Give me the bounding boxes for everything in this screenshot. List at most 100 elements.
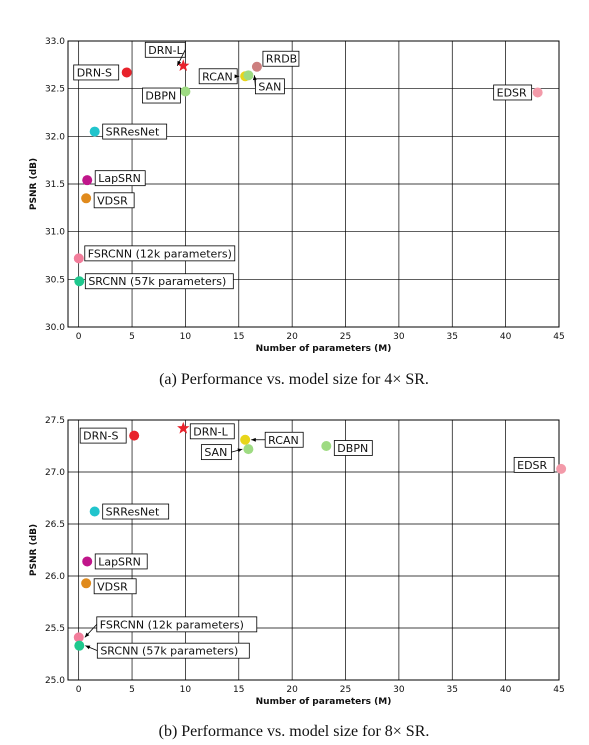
point-label: RRDB — [266, 53, 297, 66]
point-label-box — [94, 553, 148, 570]
point-label: SRResNet — [106, 506, 160, 519]
data-point — [73, 632, 84, 643]
data-point — [556, 463, 567, 474]
point-label: SRResNet — [106, 126, 160, 139]
data-point — [81, 193, 92, 204]
y-tick-label: 25.5 — [45, 624, 65, 634]
point-label: DRN-S — [77, 66, 112, 79]
point-label: VDSR — [97, 580, 128, 593]
data-point — [243, 70, 254, 81]
y-tick-label: 33.0 — [45, 37, 65, 47]
point-label: EDSR — [517, 459, 547, 472]
x-tick-label: 0 — [76, 685, 82, 695]
y-tick-label: 31.5 — [45, 180, 65, 190]
data-point — [89, 506, 100, 517]
x-tick-label: 35 — [447, 332, 458, 342]
y-tick-label: 30.0 — [45, 323, 65, 333]
x-axis-label: Number of parameters (M) — [256, 344, 392, 354]
scatter-chart-b: 0 5 10 15 20 25 30 35 40 45 25.0 25.5 26.0 26.5 27.0 27… — [29, 416, 567, 707]
point-label-box — [102, 123, 168, 140]
x-tick-label: 0 — [76, 332, 82, 342]
point-label: DRN-L — [193, 425, 228, 438]
point-label: RCAN — [268, 434, 299, 447]
point-label-box — [84, 245, 236, 262]
y-tick-label: 26.5 — [45, 520, 65, 530]
label-arrow-head — [84, 632, 90, 638]
point-label: LapSRN — [98, 555, 141, 568]
data-point — [82, 175, 93, 186]
point-label-box — [94, 170, 146, 187]
x-tick-label: 20 — [286, 685, 298, 695]
label-arrow-head — [237, 448, 243, 453]
point-label: SAN — [204, 446, 227, 459]
point-label: LapSRN — [98, 172, 141, 185]
y-tick-label: 27.0 — [45, 468, 65, 478]
data-point — [532, 87, 543, 98]
x-tick-label: 5 — [129, 685, 135, 695]
y-tick-label: 30.5 — [45, 275, 65, 285]
point-label: SAN — [258, 80, 281, 93]
x-tick-label: 25 — [340, 332, 351, 342]
x-tick-label: 20 — [286, 332, 298, 342]
data-point — [89, 126, 100, 137]
data-point — [129, 430, 140, 441]
y-tick-label: 26.0 — [45, 572, 65, 582]
point-label: RCAN — [202, 70, 233, 83]
x-tick-label: 15 — [233, 332, 244, 342]
point-label-box — [102, 503, 170, 520]
data-point — [81, 578, 92, 589]
data-point — [73, 253, 84, 264]
label-arrow-head — [251, 437, 256, 442]
point-label-box — [84, 273, 234, 290]
data-point — [240, 434, 251, 445]
x-tick-label: 45 — [553, 685, 564, 695]
x-axis-label: Number of parameters (M) — [256, 697, 392, 707]
figure-caption: (b) Performance vs. model size for 8× SR… — [159, 723, 430, 740]
data-point — [251, 61, 262, 72]
point-label: FSRCNN (12k parameters) — [88, 247, 232, 260]
x-tick-label: 45 — [553, 332, 564, 342]
data-point — [180, 86, 191, 97]
data-point — [74, 640, 85, 651]
point-label-box — [73, 64, 120, 81]
point-label-box — [142, 87, 181, 104]
point-label: DRN-S — [83, 430, 118, 443]
y-axis-label: PSNR (dB) — [29, 524, 39, 576]
point-label: FSRCNN (12k parameters) — [100, 618, 244, 631]
y-tick-label: 32.5 — [45, 85, 65, 95]
y-tick-label: 27.5 — [45, 416, 65, 426]
data-point — [243, 444, 254, 455]
data-point — [321, 441, 332, 451]
data-point-star — [177, 421, 190, 434]
data-point-star — [177, 59, 190, 72]
x-tick-label: 30 — [393, 685, 405, 695]
x-tick-label: 30 — [393, 332, 405, 342]
point-label-box — [513, 456, 555, 473]
scatter-chart-a: 0 5 10 15 20 25 30 35 40 45 30.0 30.5 31.0 31.5 32.0 32… — [29, 37, 565, 354]
x-tick-label: 40 — [500, 685, 512, 695]
data-point — [74, 276, 85, 287]
label-arrow-head — [85, 645, 91, 650]
x-tick-label: 35 — [447, 685, 458, 695]
x-tick-label: 5 — [129, 332, 135, 342]
figure-caption: (a) Performance vs. model size for 4× SR… — [159, 371, 429, 388]
data-point — [121, 67, 132, 78]
point-label: SRCNN (57k parameters) — [88, 275, 226, 288]
plot-frame — [67, 40, 560, 328]
y-tick-label: 32.0 — [45, 132, 65, 142]
point-label-box — [79, 427, 127, 444]
point-label: DBPN — [145, 90, 176, 103]
label-arrow-head — [177, 60, 182, 66]
label-arrow-head — [234, 74, 240, 79]
y-axis-label: PSNR (dB) — [29, 158, 39, 210]
point-label-box — [93, 578, 137, 595]
x-tick-label: 25 — [340, 685, 351, 695]
point-label-box — [262, 50, 300, 67]
point-label: SRCNN (57k parameters) — [100, 645, 238, 658]
y-tick-label: 31.0 — [45, 228, 65, 238]
x-tick-label: 40 — [500, 332, 512, 342]
x-tick-label: 10 — [180, 685, 192, 695]
point-label-box — [189, 423, 235, 440]
y-tick-label: 25.0 — [45, 676, 65, 686]
point-label-box — [93, 192, 135, 209]
